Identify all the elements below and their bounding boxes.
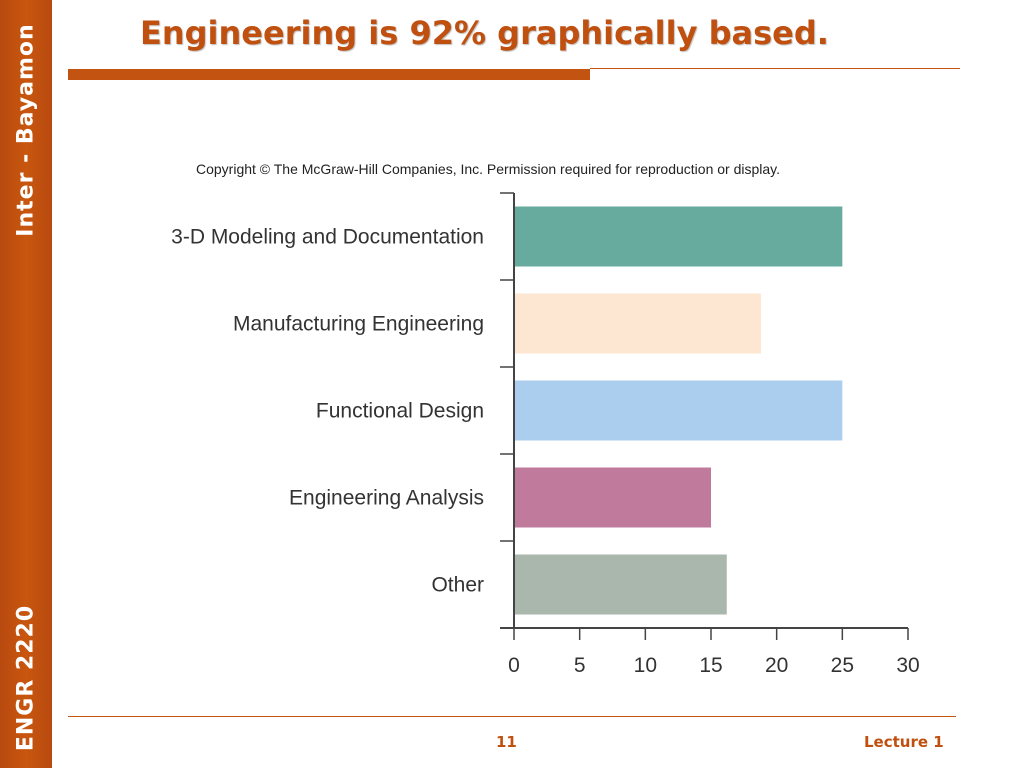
x-tick-label: 5 xyxy=(574,654,586,677)
copyright-notice: Copyright © The McGraw-Hill Companies, I… xyxy=(196,161,781,177)
bar-3 xyxy=(514,380,843,441)
page-number: 11 xyxy=(496,733,517,751)
category-label: Manufacturing Engineering xyxy=(233,313,484,336)
x-tick-label: 0 xyxy=(508,654,520,677)
x-tick-label: 10 xyxy=(634,654,657,677)
category-label: Functional Design xyxy=(316,400,484,423)
x-tick-label: 15 xyxy=(699,654,722,677)
category-label: Other xyxy=(431,574,484,597)
sidebar: Inter - Bayamon ENGR 2220 xyxy=(0,0,52,768)
category-label: Engineering Analysis xyxy=(289,487,484,510)
x-tick-label: 25 xyxy=(831,654,854,677)
x-tick-label: 20 xyxy=(765,654,788,677)
title-underline-thick xyxy=(68,69,590,80)
slide-title: Engineering is 92% graphically based. xyxy=(140,14,829,52)
lecture-label: Lecture 1 xyxy=(864,733,944,751)
bar-5 xyxy=(514,554,727,615)
footer-divider xyxy=(68,716,956,717)
bar-1 xyxy=(514,206,843,267)
bar-4 xyxy=(514,467,711,528)
title-underline-thin xyxy=(590,68,960,69)
x-tick-label: 30 xyxy=(896,654,919,677)
bar-2 xyxy=(514,293,761,354)
category-label: 3-D Modeling and Documentation xyxy=(171,226,484,249)
